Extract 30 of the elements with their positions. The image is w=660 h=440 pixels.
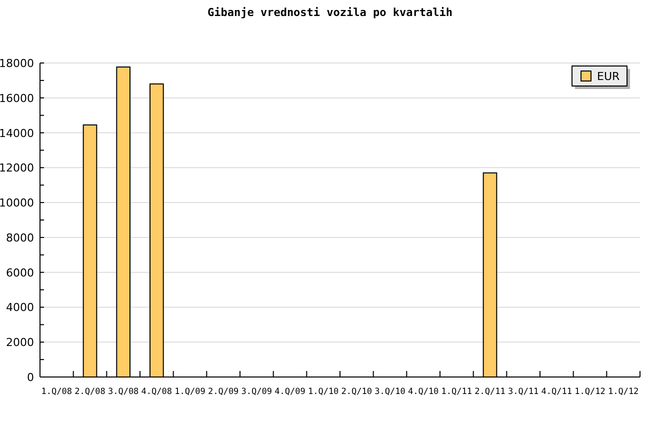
y-tick-label: 10000 xyxy=(0,196,34,210)
x-tick-label: 2.Q/09 xyxy=(208,387,239,397)
y-tick-label: 6000 xyxy=(6,266,34,280)
y-tick-label: 0 xyxy=(27,371,34,384)
y-tick-label: 4000 xyxy=(6,301,34,314)
y-tick-label: 16000 xyxy=(0,92,34,105)
x-tick-label: 2.Q/10 xyxy=(341,387,372,397)
x-tick-label: 3.Q/11 xyxy=(508,387,539,397)
x-tick-label: 4.Q/11 xyxy=(541,387,572,397)
x-tick-label: 3.Q/09 xyxy=(241,387,272,397)
x-tick-label: 1.Q/08 xyxy=(41,387,72,397)
y-tick-label: 8000 xyxy=(6,231,34,244)
x-tick-label: 4.Q/10 xyxy=(408,387,439,397)
x-tick-label: 1.Q/09 xyxy=(174,387,206,397)
x-tick-label: 4.Q/09 xyxy=(274,387,306,397)
x-tick-label: 1.Q/12 xyxy=(608,387,639,397)
x-tick-label: 2.Q/08 xyxy=(74,387,106,397)
y-tick-label: 12000 xyxy=(0,162,34,175)
y-tick-label: 14000 xyxy=(0,126,34,140)
y-tick-label: 18000 xyxy=(0,57,34,70)
x-tick-label: 1.Q/12 xyxy=(574,387,606,397)
y-tick-label: 2000 xyxy=(6,336,34,350)
x-tick-label: 1.Q/10 xyxy=(308,387,339,397)
x-tick-label: 2.Q/11 xyxy=(474,387,506,397)
x-tick-label: 4.Q/08 xyxy=(141,387,172,397)
x-tick-label: 1.Q/11 xyxy=(441,387,472,397)
x-tick-label: 3.Q/08 xyxy=(108,387,139,397)
chart-title: Gibanje vrednosti vozila po kvartalih xyxy=(207,6,453,19)
x-tick-label: 3.Q/10 xyxy=(374,387,406,397)
legend-label: EUR xyxy=(597,70,620,83)
